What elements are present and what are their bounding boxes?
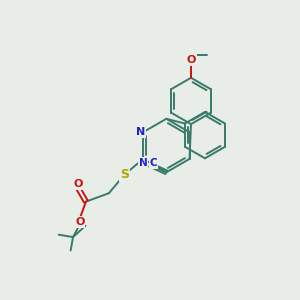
- Text: O: O: [187, 55, 196, 65]
- Text: O: O: [73, 179, 83, 189]
- Text: N: N: [136, 127, 146, 137]
- Text: S: S: [120, 168, 129, 181]
- Text: C: C: [150, 158, 158, 169]
- Text: N: N: [139, 158, 147, 168]
- Text: O: O: [75, 217, 84, 227]
